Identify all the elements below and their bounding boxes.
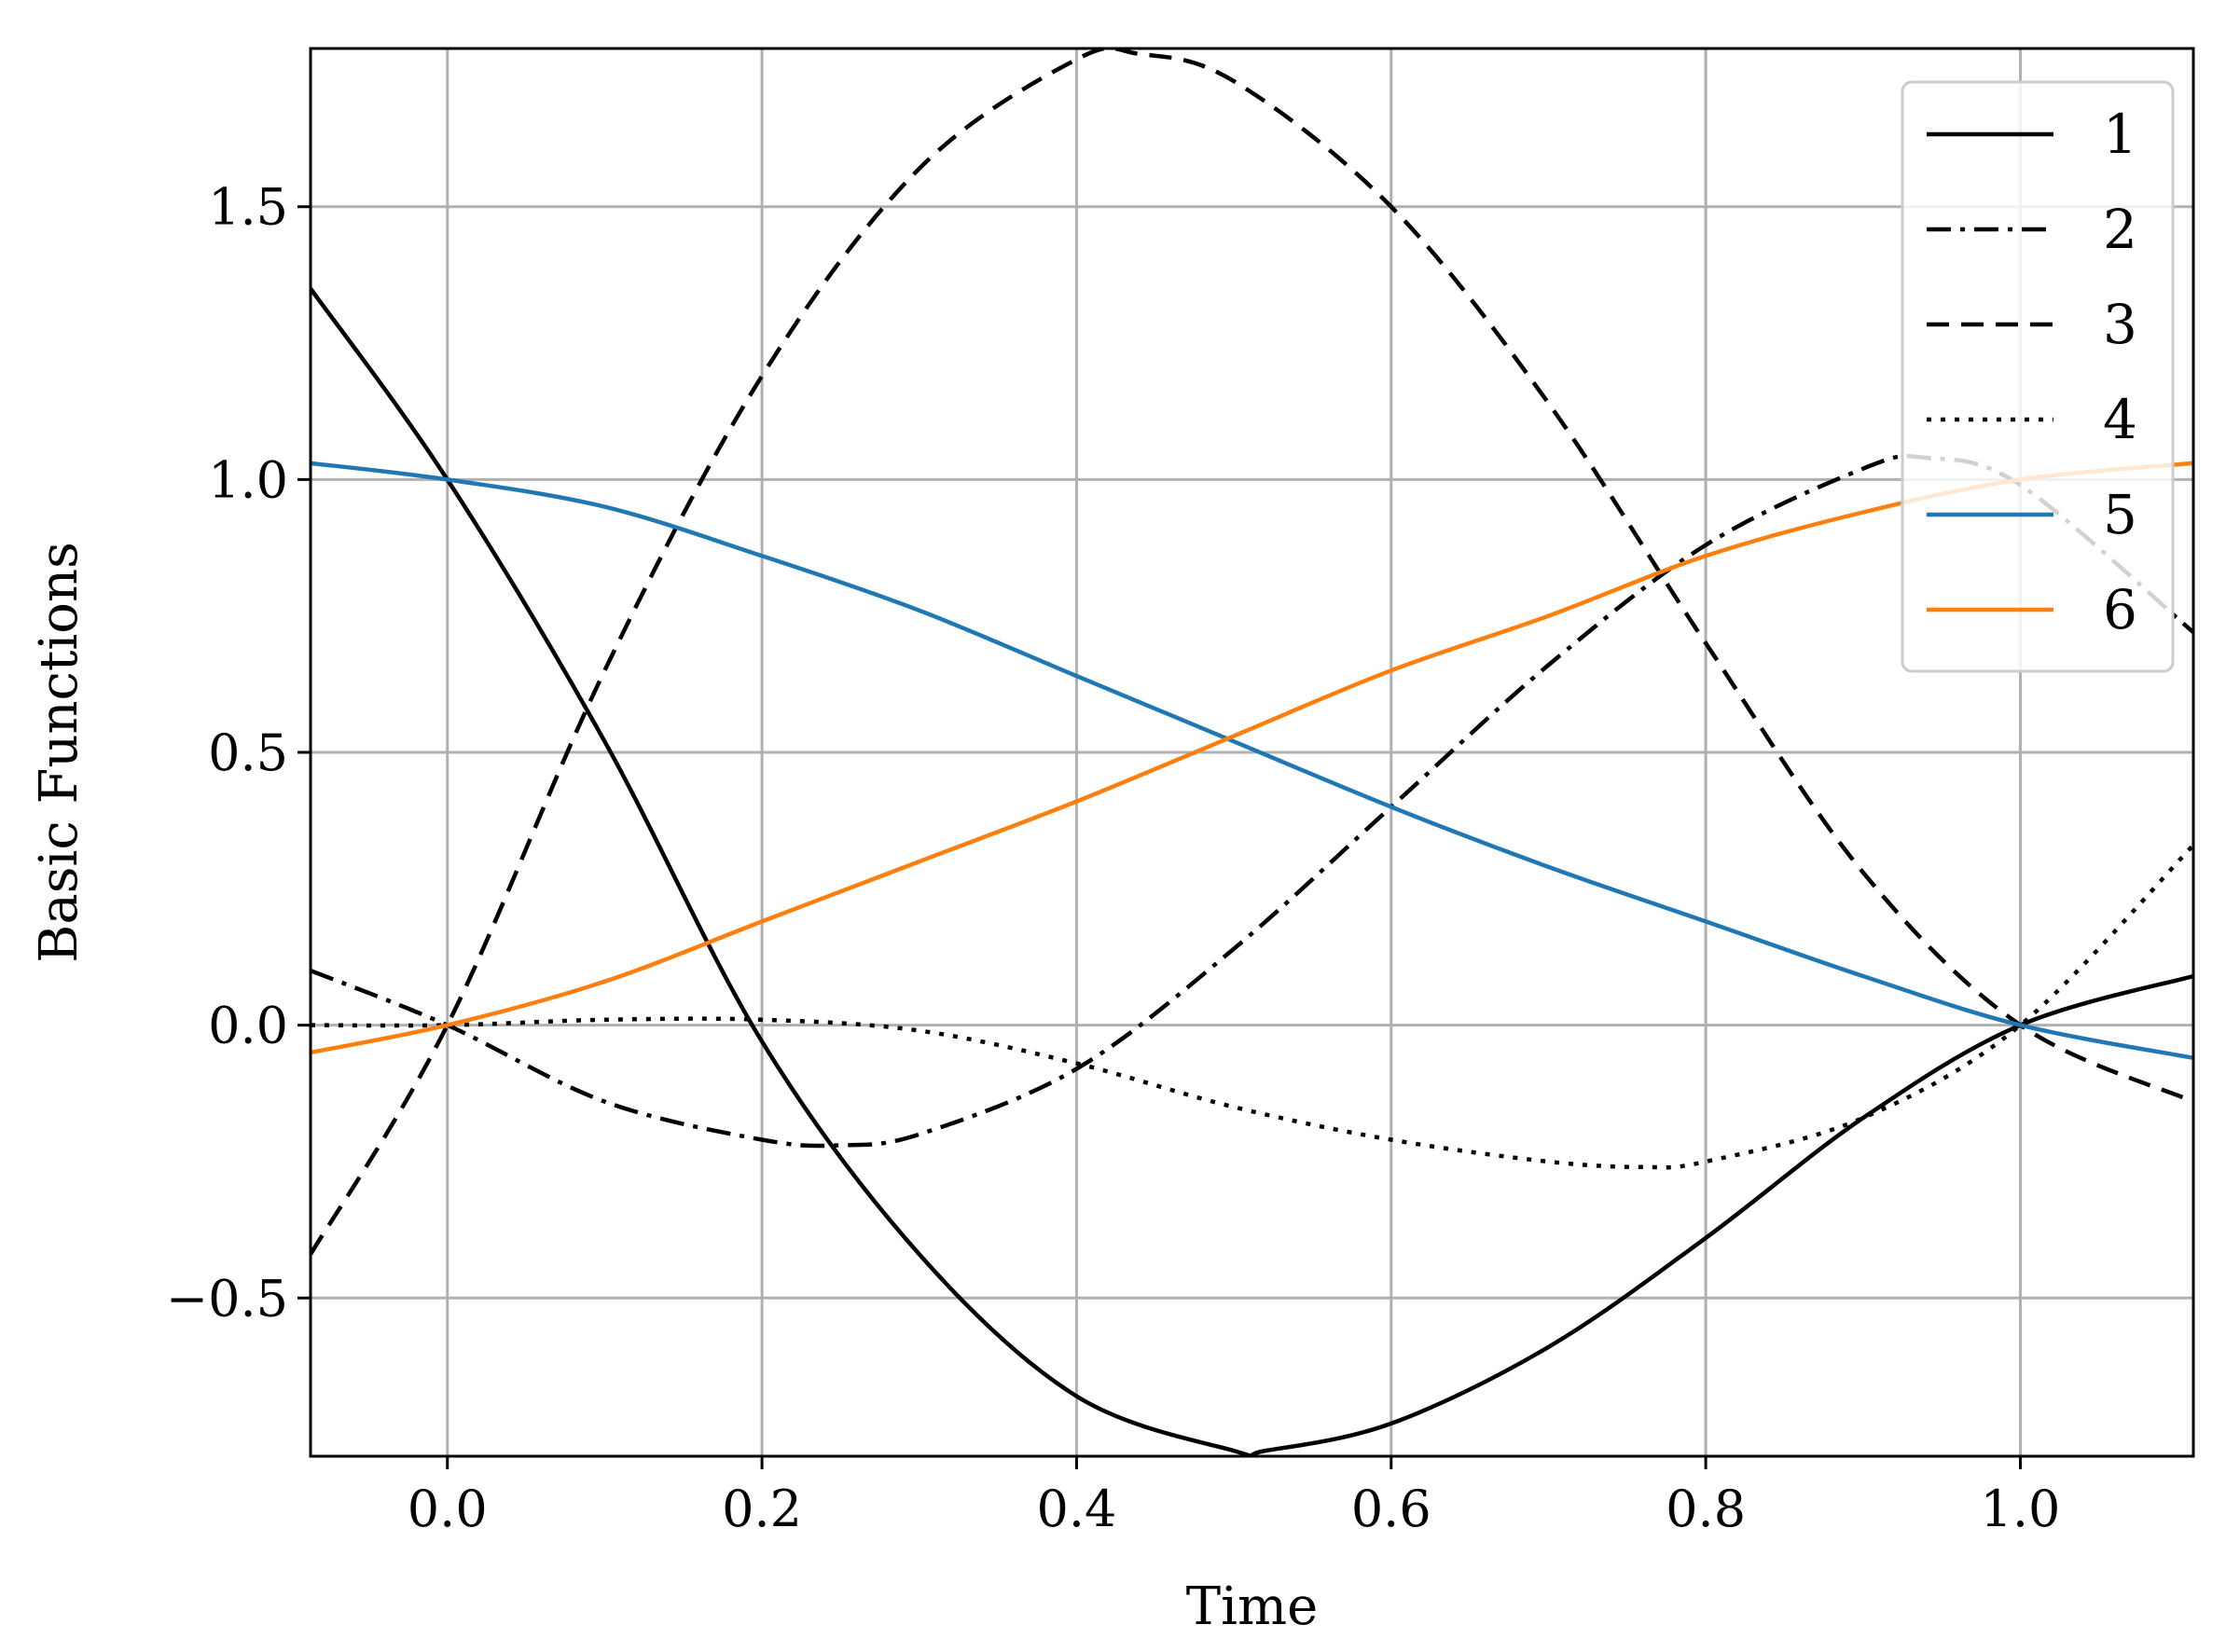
y-tick-label: 0.0 [208, 997, 288, 1055]
series-line-2 [311, 453, 2193, 1149]
axis-ticks: 0.0 0.2 0.4 0.6 0.8 1.0 −0.5 0.0 0.5 1.0 1.5 [166, 178, 2061, 1538]
legend-label-2: 2 [2103, 198, 2137, 261]
x-tick-label: 0.0 [408, 1480, 488, 1538]
series-line-3 [311, 48, 2193, 1256]
y-tick-label: 1.5 [208, 178, 288, 237]
series-line-4 [311, 843, 2193, 1170]
series-line-6 [311, 461, 2193, 1055]
series-line-1 [311, 287, 2193, 1456]
legend-label-3: 3 [2103, 293, 2137, 356]
y-tick-label: 0.5 [208, 723, 288, 782]
x-tick-label: 0.8 [1666, 1480, 1746, 1538]
x-tick-label: 0.6 [1351, 1480, 1431, 1538]
legend-label-1: 1 [2103, 103, 2137, 166]
x-tick-label: 0.2 [722, 1480, 802, 1538]
legend-label-4: 4 [2103, 388, 2137, 451]
legend-box [1901, 80, 2175, 673]
legend: 1 2 3 4 5 6 [1901, 80, 2175, 673]
series-lines [311, 48, 2193, 1456]
x-axis-label: Time [1186, 1576, 1319, 1637]
legend-label-6: 6 [2103, 578, 2137, 641]
y-axis-label: Basic Functions [29, 542, 90, 963]
x-tick-label: 0.4 [1036, 1480, 1116, 1538]
series-clip-group [311, 48, 2193, 1456]
y-tick-label: −0.5 [166, 1269, 288, 1328]
y-tick-label: 1.0 [208, 450, 288, 509]
x-tick-label: 1.0 [1981, 1480, 2061, 1538]
series-line-5 [311, 461, 2193, 1061]
legend-label-5: 5 [2103, 483, 2137, 546]
